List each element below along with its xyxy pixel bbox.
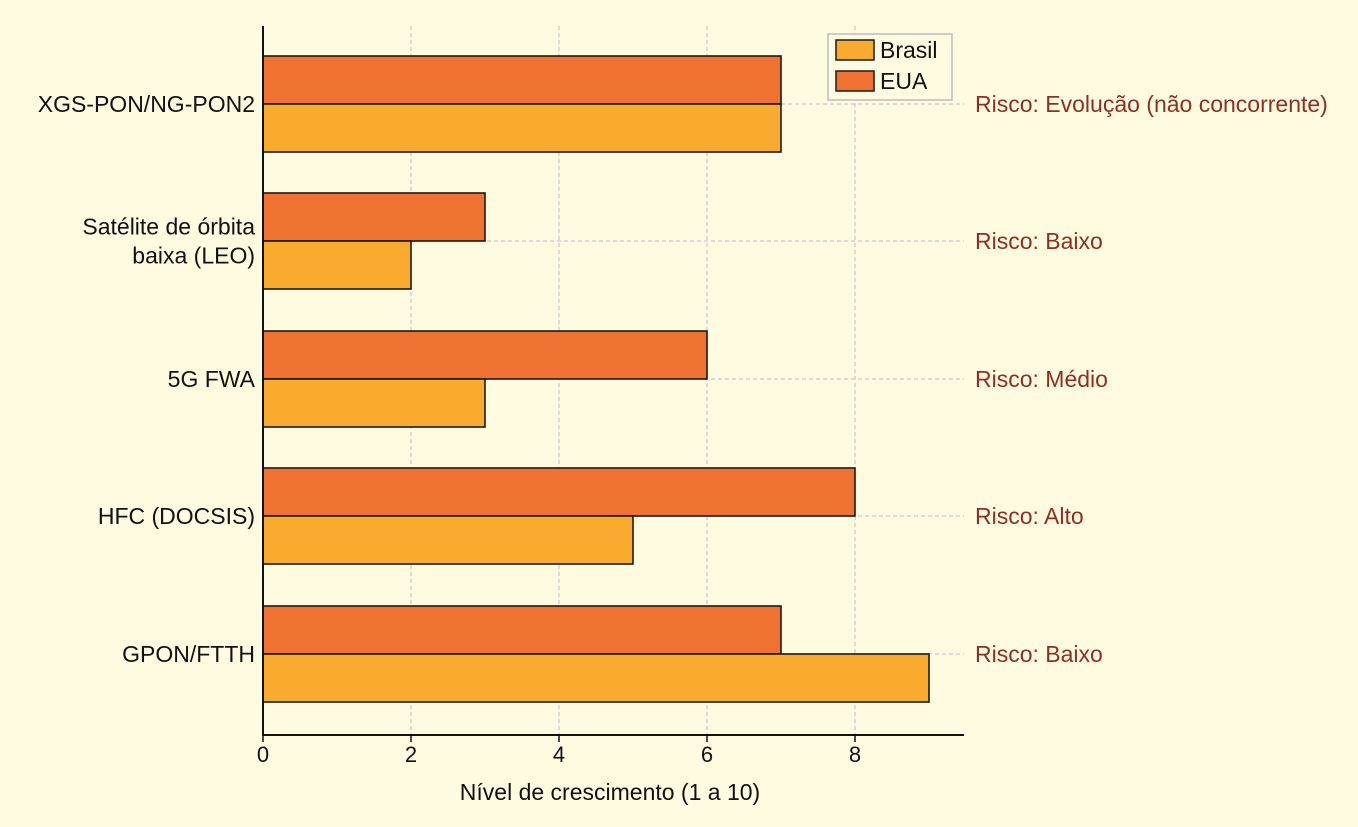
bar-eua [262,330,708,380]
bar-brasil [262,515,634,565]
bar-eua [262,467,856,517]
category-labels: XGS-PON/NG-PON2 Satélite de órbita baixa (… [38,91,256,667]
legend: Brasil EUA [827,33,953,101]
x-tick-label: 6 [701,742,713,767]
risk-annotation: Risco: Médio [975,366,1108,392]
bar-brasil [262,103,782,153]
risk-annotation: Risco: Alto [975,503,1084,529]
x-tick-label: 0 [257,742,269,767]
category-label: HFC (DOCSIS) [98,503,255,529]
axes [262,26,964,736]
category-label: GPON/FTTH [122,641,255,667]
bar-eua [262,605,782,655]
category-label: 5G FWA [168,366,256,392]
category-label: XGS-PON/NG-PON2 [38,91,255,117]
x-ticks: 0 2 4 6 8 [257,735,861,767]
legend-label: Brasil [880,37,938,63]
bar-brasil [262,240,412,290]
x-tick-label: 8 [849,742,861,767]
category-label: baixa (LEO) [132,243,255,269]
bar-eua [262,192,486,242]
x-tick-label: 2 [405,742,417,767]
risk-annotations: Risco: Evolução (não concorrente) Risco: … [975,91,1328,667]
risk-annotation: Risco: Baixo [975,641,1103,667]
bar-brasil [262,378,486,428]
x-tick-label: 4 [553,742,565,767]
risk-annotation: Risco: Baixo [975,228,1103,254]
category-label: Satélite de órbita [82,214,255,240]
bar-brasil [262,653,930,703]
legend-label: EUA [880,68,928,94]
bars [262,55,930,703]
legend-swatch-eua [835,70,875,92]
x-axis-label: Nível de crescimento (1 a 10) [460,779,760,805]
risk-annotation: Risco: Evolução (não concorrente) [975,91,1328,117]
bar-eua [262,55,782,105]
legend-swatch-brasil [835,39,875,61]
